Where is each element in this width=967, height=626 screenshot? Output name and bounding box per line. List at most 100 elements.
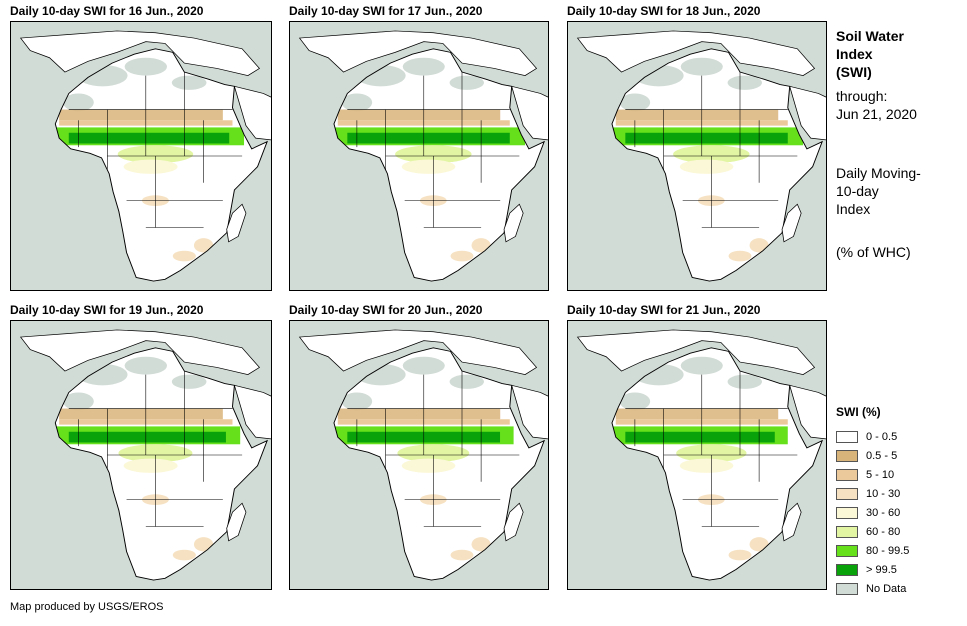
congo-moderate-zone (401, 458, 456, 473)
no-data-area (727, 75, 762, 90)
index-title-line: Soil Water (836, 28, 904, 44)
legend-title: SWI (%) (836, 405, 881, 419)
southern-dry-patch (450, 549, 474, 561)
legend: SWI (%) 0 - 0.5 0.5 - 5 5 - 10 10 - 30 30 - … (836, 405, 909, 598)
africa-outline (333, 48, 546, 282)
madagascar (781, 203, 802, 243)
madagascar (503, 203, 524, 243)
legend-label: 80 - 99.5 (866, 544, 910, 557)
no-data-area (680, 57, 723, 76)
no-data-area (171, 374, 207, 389)
no-data-area (355, 363, 406, 386)
europe-landmass (298, 329, 538, 375)
no-data-area (63, 392, 94, 411)
map-frame (289, 320, 549, 590)
legend-item: 0 - 0.5 (836, 427, 909, 446)
no-data-area (341, 93, 373, 112)
panel-title: Daily 10-day SWI for 18 Jun., 2020 (567, 4, 761, 18)
congo-moist-zone (395, 145, 472, 164)
description-line: Daily Moving- (836, 165, 921, 181)
congo-moderate-zone (401, 159, 456, 174)
sahel-dry-band (337, 408, 501, 420)
southern-dry-patch (193, 537, 214, 552)
legend-label: 60 - 80 (866, 525, 901, 538)
southern-dry-patch (471, 537, 491, 552)
index-description: Daily Moving- 10-day Index (836, 164, 961, 218)
madagascar (781, 502, 802, 542)
southern-dry-patch (193, 238, 214, 253)
no-data-area (619, 392, 651, 411)
no-data-area (449, 75, 484, 90)
tropical-saturated-belt (68, 132, 230, 144)
legend-swatch (836, 506, 858, 519)
panel-title: Daily 10-day SWI for 19 Jun., 2020 (10, 303, 204, 317)
country-borders (347, 72, 520, 228)
legend-swatch (836, 563, 858, 576)
legend-label: No Data (866, 582, 907, 595)
madagascar (226, 502, 247, 542)
africa-map (298, 329, 548, 581)
description-line: Index (836, 201, 871, 217)
map-frame (10, 21, 272, 291)
southern-dry-patch (172, 549, 196, 561)
no-data-area (727, 374, 762, 389)
country-borders (625, 371, 798, 527)
map-frame (289, 21, 549, 291)
sahel-dry-band (59, 109, 223, 121)
panel-title: Daily 10-day SWI for 20 Jun., 2020 (289, 303, 483, 317)
through-date: Jun 21, 2020 (836, 106, 917, 122)
southern-dry-patch (749, 238, 769, 253)
congo-moderate-zone (679, 458, 734, 473)
sahel-dry-band (59, 408, 223, 420)
legend-label: 0 - 0.5 (866, 430, 898, 443)
arabia-landmass (511, 384, 548, 440)
no-data-area (449, 374, 484, 389)
tropical-saturated-belt (625, 132, 788, 144)
legend-swatch (836, 525, 858, 538)
congo-moist-zone (673, 145, 750, 164)
through-block: through: Jun 21, 2020 (836, 87, 961, 123)
index-title-line: Index (836, 46, 873, 62)
legend-item: 10 - 30 (836, 484, 909, 503)
map-frame (10, 320, 272, 590)
no-data-area (633, 64, 684, 87)
legend-label: 10 - 30 (866, 487, 901, 500)
description-line: 10-day (836, 183, 879, 199)
congo-moist-zone (118, 444, 193, 463)
no-data-area (619, 93, 651, 112)
africa-map (298, 30, 548, 282)
southern-dry-patch (471, 238, 491, 253)
no-data-area (633, 363, 684, 386)
no-data-area (124, 356, 167, 375)
panel-title: Daily 10-day SWI for 21 Jun., 2020 (567, 303, 761, 317)
index-title-line: (SWI) (836, 64, 872, 80)
congo-moderate-zone (679, 159, 734, 174)
country-borders (68, 72, 243, 228)
no-data-area (171, 75, 207, 90)
no-data-area (63, 93, 94, 112)
legend-item: 60 - 80 (836, 522, 909, 541)
legend-item: > 99.5 (836, 560, 909, 579)
legend-swatch (836, 582, 858, 595)
legend-swatch (836, 487, 858, 500)
africa-map (576, 30, 826, 282)
legend-label: 30 - 60 (866, 506, 901, 519)
arabia-landmass (789, 384, 826, 440)
legend-item: 0.5 - 5 (836, 446, 909, 465)
europe-landmass (576, 30, 816, 76)
panel-title: Daily 10-day SWI for 16 Jun., 2020 (10, 4, 204, 18)
africa-outline (54, 48, 269, 282)
map-frame (567, 320, 827, 590)
africa-map (19, 329, 271, 581)
index-title: Soil Water Index (SWI) (836, 27, 956, 81)
legend-item: 5 - 10 (836, 465, 909, 484)
legend-label: > 99.5 (866, 563, 897, 576)
europe-landmass (576, 329, 816, 375)
europe-landmass (19, 30, 261, 76)
congo-moist-zone (676, 444, 747, 463)
panel-title: Daily 10-day SWI for 17 Jun., 2020 (289, 4, 483, 18)
legend-swatch (836, 430, 858, 443)
southern-dry-patch (172, 250, 196, 262)
africa-outline (54, 347, 269, 581)
legend-item: 30 - 60 (836, 503, 909, 522)
